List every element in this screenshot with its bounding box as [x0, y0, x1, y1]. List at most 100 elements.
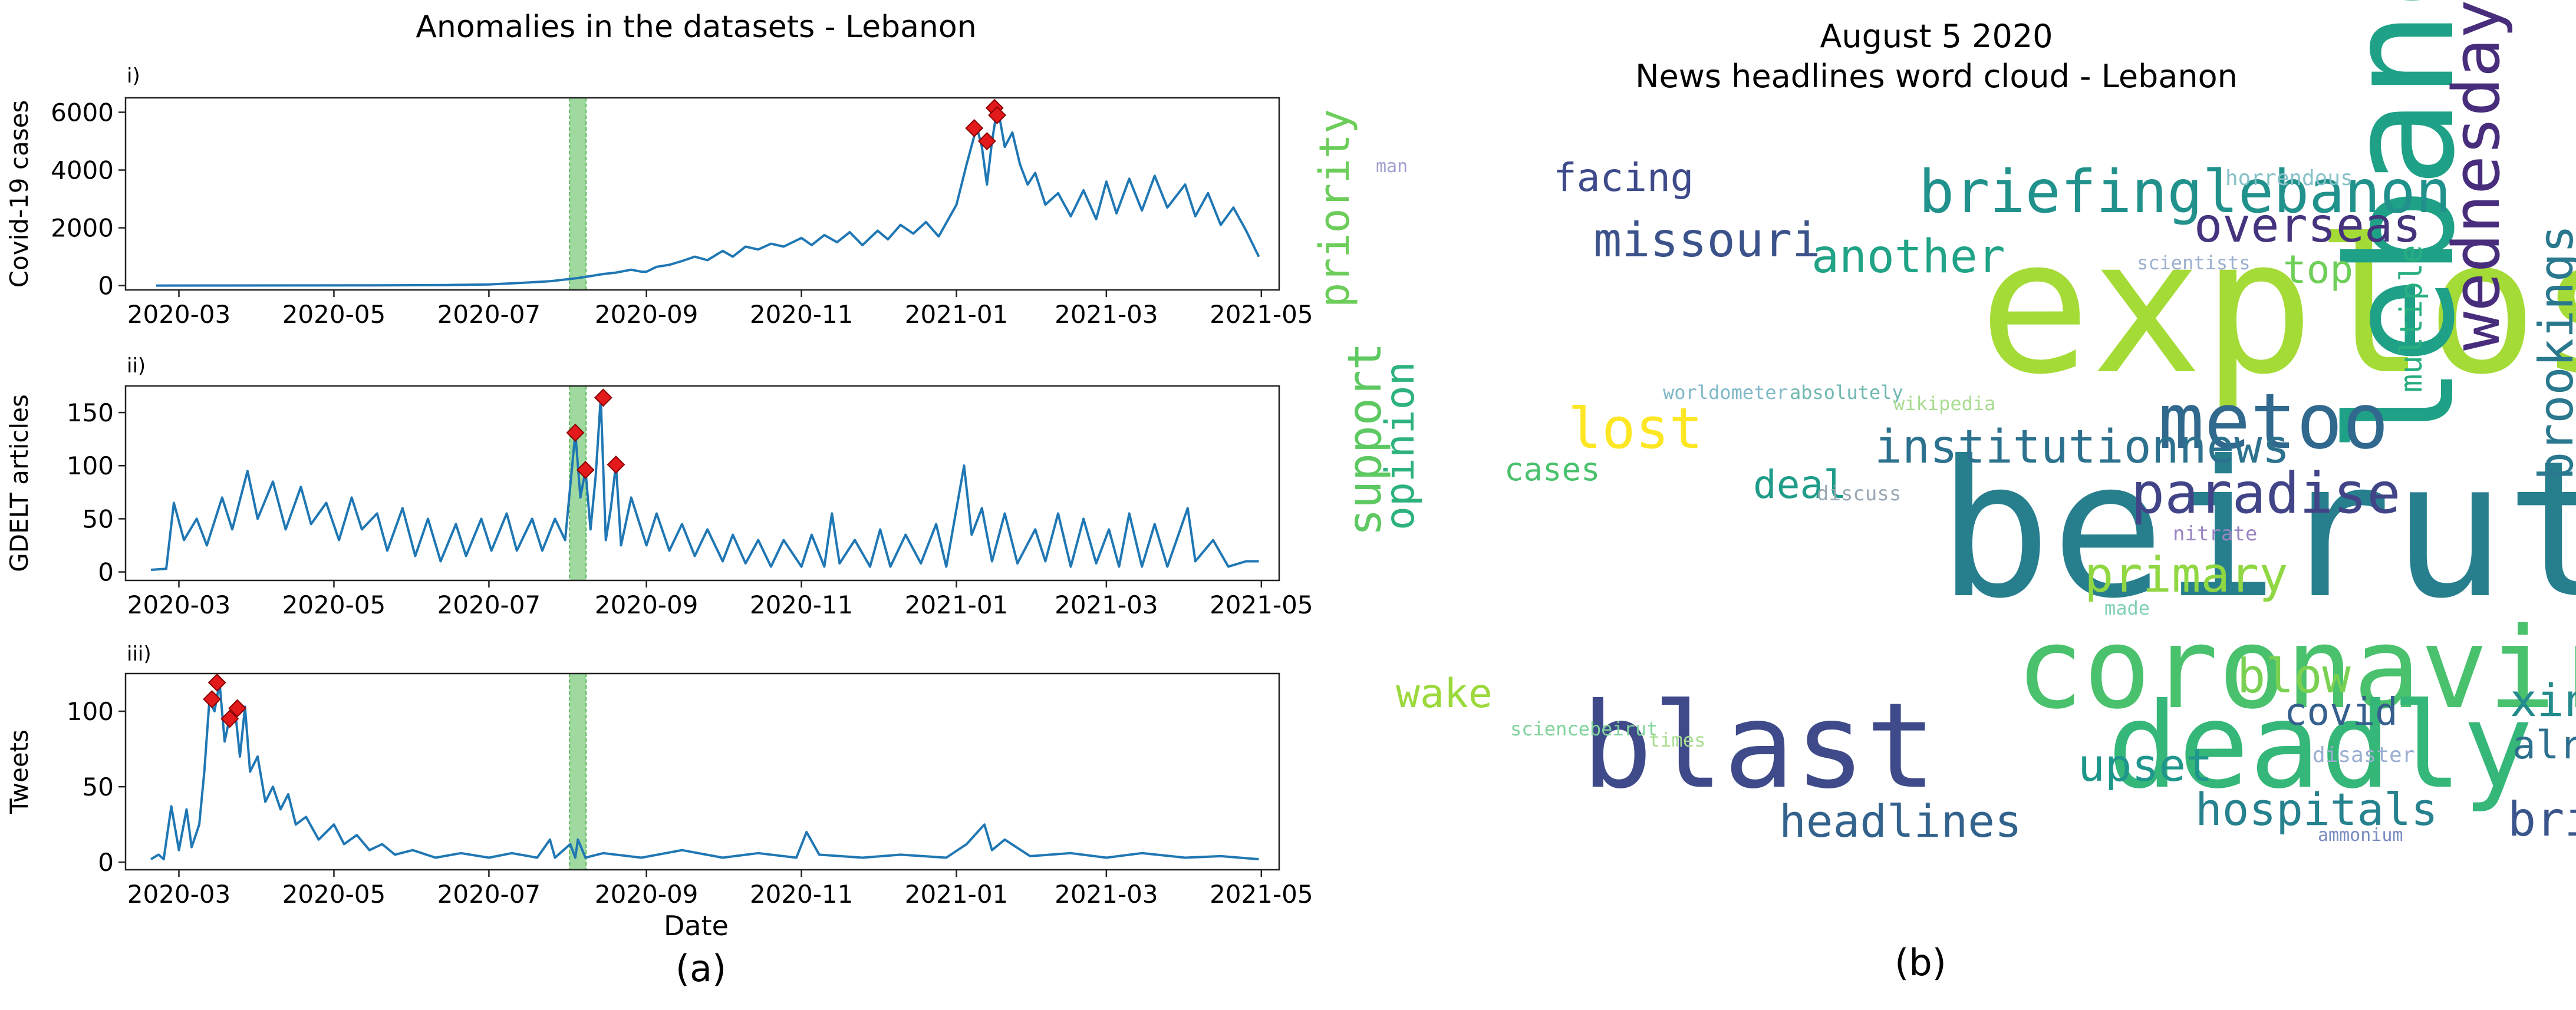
x-tick-label: 2021-05 — [1210, 300, 1313, 329]
y-tick-label: 2000 — [51, 214, 114, 243]
x-tick-label: 2020-05 — [282, 880, 386, 909]
x-tick-label: 2021-01 — [905, 590, 1009, 619]
word-briefinglebanon: briefinglebanon — [1919, 157, 2451, 226]
x-tick-label: 2020-03 — [127, 880, 231, 909]
word-facing: facing — [1553, 155, 1694, 200]
word-opinion: opinion — [1377, 361, 1424, 530]
word-missouri: missouri — [1593, 213, 1820, 268]
word-another: another — [1811, 230, 2005, 283]
word-xinhua: xinhua — [2510, 674, 2576, 727]
panel-a-figure: Anomalies in the datasets - Lebanon Date… — [5, 9, 1313, 990]
word-blast: blast — [1582, 678, 1936, 815]
word-institutionnews: institutionnews — [1875, 421, 2290, 474]
series-line — [150, 396, 1259, 571]
anomaly-marker — [965, 119, 984, 137]
y-axis-label: Covid-19 cases — [5, 100, 34, 288]
word-brookings: brookings — [2529, 225, 2576, 480]
axes-3: 0 50 100 2020-03 2020-05 2020-07 2020-09 2020-1… — [5, 642, 1313, 909]
word-horrendous: horrendous — [2225, 166, 2353, 190]
x-tick-label: 2020-07 — [437, 590, 541, 619]
anomaly-marker — [207, 673, 226, 692]
word-hospitals: hospitals — [2195, 783, 2438, 836]
x-tick-label: 2020-07 — [437, 880, 541, 909]
x-tick-label: 2020-05 — [282, 300, 386, 329]
axes-frame — [124, 97, 1280, 291]
x-tick-label: 2020-09 — [595, 880, 699, 909]
word-multiple: multiple — [2394, 245, 2429, 392]
event-highlight-band — [569, 98, 587, 290]
anomaly-marker — [228, 699, 247, 718]
word-sciencebeirut: sciencebeirut — [1510, 718, 1658, 740]
anomaly-marker — [594, 388, 612, 407]
x-tick-label: 2020-03 — [127, 590, 231, 619]
word-upset: upset — [2078, 739, 2213, 791]
word-cases: cases — [1504, 451, 1600, 488]
y-tick-label: 4000 — [51, 156, 114, 185]
panel-index-label: ii) — [127, 354, 146, 378]
word-made: made — [2104, 597, 2150, 619]
panel-b-figure: August 5 2020 News headlines word cloud … — [1315, 0, 2576, 984]
x-tick-label: 2021-03 — [1055, 300, 1158, 329]
y-tick-label: 0 — [98, 272, 114, 301]
word-ammonium: ammonium — [2318, 825, 2403, 846]
x-tick-label: 2021-05 — [1210, 590, 1313, 619]
word-beirut: beirut — [1938, 421, 2576, 640]
x-tick-label: 2021-01 — [905, 880, 1009, 909]
y-tick-label: 0 — [98, 848, 114, 877]
anomaly-marker — [576, 461, 595, 479]
word-headlines: headlines — [1779, 795, 2022, 847]
y-tick-label: 50 — [83, 773, 114, 801]
word-paradise: paradise — [2131, 461, 2401, 526]
word-cloud: explosionbeirutlebanon coronavirus blast de… — [1315, 0, 2576, 847]
word-top: top — [2283, 247, 2353, 292]
panel-b-title-line2: News headlines word cloud - Lebanon — [1635, 58, 2238, 95]
word-absolutely: absolutely — [1790, 381, 1903, 404]
word-nitrate: nitrate — [2173, 522, 2257, 546]
x-tick-label: 2020-03 — [127, 300, 231, 329]
word-coronavirus: coronavirus — [2016, 603, 2576, 734]
x-tick-label: 2020-11 — [750, 300, 854, 329]
axes-2: 0 50 100 150 2020-03 2020-05 2020-07 2020-09 202… — [5, 354, 1313, 619]
x-tick-label: 2020-11 — [750, 590, 854, 619]
word-covid: covid — [2284, 691, 2398, 734]
word-discuss: discuss — [1817, 482, 1901, 506]
word-wake: wake — [1396, 671, 1493, 717]
y-tick-label: 0 — [98, 558, 114, 587]
anomaly-marker — [977, 132, 996, 150]
x-tick-label: 2021-03 — [1055, 880, 1158, 909]
x-tick-label: 2021-01 — [905, 300, 1009, 329]
panel-index-label: i) — [127, 64, 140, 88]
axes-frame — [124, 385, 1280, 582]
y-tick-label: 6000 — [51, 98, 114, 127]
word-explosion: explosion — [1979, 200, 2576, 415]
x-tick-label: 2021-03 — [1055, 590, 1158, 619]
word-lebanon: lebanon — [2315, 0, 2487, 454]
word-deal: deal — [1753, 462, 1847, 507]
axes-1: 0 2000 4000 6000 2020-03 2020-05 2020-07 2020-0… — [5, 64, 1313, 329]
word-already: already — [2512, 722, 2576, 768]
word-overseas: overseas — [2194, 198, 2421, 253]
series-line — [156, 108, 1260, 287]
word-primary: primary — [2084, 547, 2288, 603]
word-wednesday: wednesday — [2439, 0, 2514, 351]
word-deadly: deadly — [2107, 678, 2533, 815]
panel-b-caption: (b) — [1895, 941, 1946, 984]
word-worldometer: worldometer — [1663, 381, 1788, 404]
x-tick-label: 2020-09 — [595, 300, 699, 329]
anomaly-marker — [203, 690, 221, 708]
word-metoo: metoo — [2158, 377, 2389, 466]
y-tick-label: 150 — [67, 398, 114, 427]
word-man: man — [1376, 156, 1408, 177]
y-tick-label: 100 — [67, 697, 114, 726]
x-tick-label: 2020-07 — [437, 300, 541, 329]
panel-b-title-line1: August 5 2020 — [1820, 18, 2053, 55]
axes-frame — [124, 672, 1280, 871]
word-disaster: disaster — [2313, 743, 2414, 767]
word-support: support — [1339, 342, 1392, 536]
anomaly-marker — [607, 456, 625, 474]
panel-index-label: iii) — [127, 642, 151, 666]
y-tick-label: 100 — [67, 451, 114, 480]
word-priority: priority — [1315, 109, 1359, 308]
word-wikipedia: wikipedia — [1893, 392, 1995, 415]
word-times: times — [1649, 729, 1705, 751]
